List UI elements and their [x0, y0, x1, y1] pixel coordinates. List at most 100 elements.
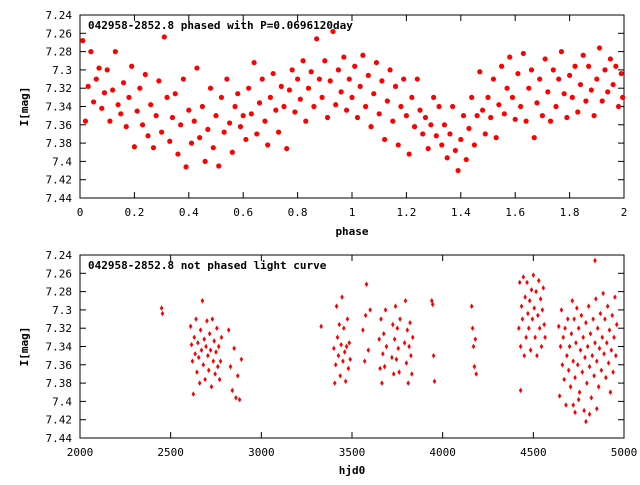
data-point	[411, 124, 418, 130]
data-point	[593, 340, 597, 346]
data-point	[432, 378, 437, 384]
data-point	[80, 38, 86, 44]
data-point	[573, 409, 577, 416]
data-point	[217, 376, 222, 383]
data-point	[330, 28, 336, 35]
data-point	[391, 371, 396, 377]
data-point	[527, 325, 531, 331]
data-point	[474, 113, 480, 119]
data-point	[240, 113, 246, 119]
data-point	[197, 380, 202, 386]
data-point	[336, 352, 341, 359]
data-point	[340, 294, 344, 300]
data-point	[110, 87, 116, 93]
data-point	[216, 363, 220, 370]
data-point	[213, 113, 219, 119]
data-point	[303, 118, 309, 124]
chart-title: 042958-2852.8 not phased light curve	[88, 259, 327, 272]
data-point	[528, 67, 535, 73]
data-point	[533, 334, 537, 341]
data-point	[195, 369, 199, 375]
data-point	[458, 136, 464, 143]
data-point	[346, 365, 351, 372]
data-point	[582, 407, 586, 414]
data-point	[575, 305, 579, 311]
data-point	[256, 100, 263, 106]
data-point	[618, 70, 624, 77]
data-point	[363, 103, 369, 110]
data-point	[396, 345, 401, 352]
data-point	[589, 395, 594, 401]
data-point	[509, 94, 516, 100]
data-point	[180, 76, 186, 82]
x-tick-label: 5000	[611, 446, 638, 459]
data-point	[576, 325, 581, 331]
data-point	[568, 384, 573, 390]
data-point	[482, 131, 488, 137]
data-point	[571, 402, 576, 408]
data-point	[395, 325, 400, 331]
data-point	[239, 356, 244, 363]
data-point	[205, 318, 209, 324]
data-point	[410, 334, 415, 341]
data-point	[403, 113, 409, 119]
data-point	[537, 76, 543, 82]
data-point	[126, 94, 132, 100]
x-axis-label: phase	[335, 225, 368, 238]
data-point	[417, 107, 423, 113]
data-point	[391, 321, 395, 328]
data-point	[289, 67, 295, 73]
data-point	[210, 316, 215, 322]
y-tick-label: 7.38	[46, 377, 73, 390]
data-point	[398, 316, 402, 322]
data-point	[134, 108, 140, 114]
data-point	[532, 305, 537, 311]
data-point	[543, 334, 547, 341]
data-point	[232, 345, 236, 352]
data-point	[535, 352, 539, 359]
data-point	[194, 65, 200, 71]
data-point	[499, 63, 505, 69]
data-point	[567, 72, 573, 78]
x-tick-labels: 0 0.2 0.4 0.6 0.8 1 1.2 1.4 1.6 1.8 2	[77, 206, 628, 219]
data-point	[594, 76, 600, 82]
data-point	[410, 371, 414, 377]
data-point	[577, 389, 582, 395]
data-point	[407, 343, 411, 350]
data-point	[366, 347, 371, 353]
data-point	[567, 343, 572, 350]
data-point	[588, 87, 594, 93]
data-point	[352, 63, 358, 69]
data-point	[594, 296, 598, 302]
data-point	[584, 418, 588, 425]
data-point	[493, 135, 499, 141]
data-point	[357, 83, 363, 89]
data-point	[390, 354, 394, 361]
data-point	[333, 362, 338, 368]
data-point	[381, 330, 386, 337]
data-point	[159, 129, 165, 135]
data-point	[161, 34, 167, 40]
data-point	[384, 98, 390, 104]
y-tick-label: 7.3	[52, 64, 72, 77]
data-point	[216, 163, 222, 169]
data-point	[576, 396, 581, 403]
data-point	[471, 142, 477, 148]
data-point	[609, 347, 614, 353]
data-point	[518, 387, 523, 394]
data-point	[604, 374, 608, 381]
data-point	[316, 76, 322, 82]
y-tick-label: 7.28	[46, 286, 73, 299]
data-point	[218, 358, 223, 364]
x-tick-label: 0	[77, 206, 84, 219]
data-point	[611, 369, 615, 375]
data-point	[203, 376, 207, 383]
data-point	[507, 54, 513, 60]
data-point	[585, 343, 590, 350]
data-point	[189, 341, 194, 348]
x-tick-label: 1	[349, 206, 356, 219]
data-point	[422, 114, 429, 121]
data-point	[558, 343, 563, 350]
data-point	[207, 330, 212, 337]
data-point	[586, 303, 591, 309]
